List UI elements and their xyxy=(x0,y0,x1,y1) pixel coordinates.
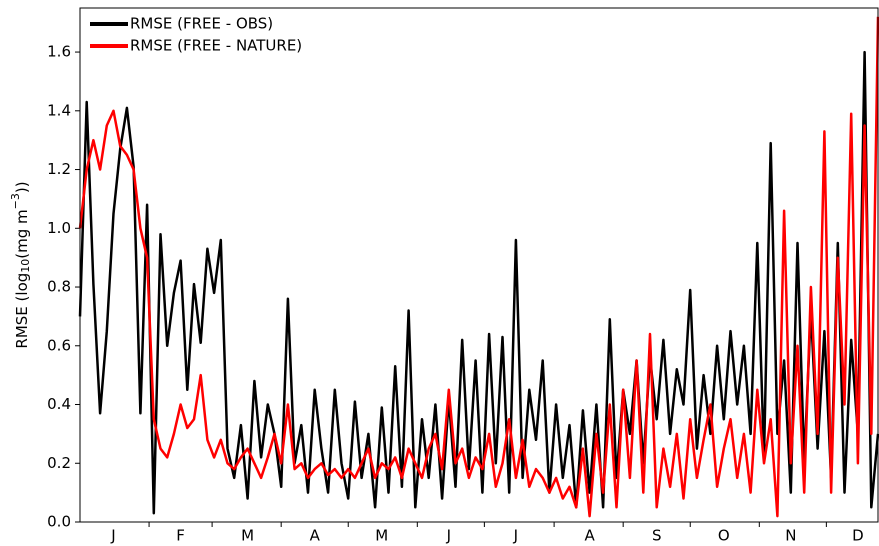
x-tick-label: F xyxy=(176,527,185,545)
x-tick-label: M xyxy=(241,527,254,545)
y-label-part: )) xyxy=(13,181,31,193)
y-label-part: −3 xyxy=(9,193,22,209)
x-tick-label: M xyxy=(375,527,388,545)
y-tick-label: 1.6 xyxy=(47,43,71,61)
y-tick-label: 0.8 xyxy=(47,278,71,296)
y-label-part: (mg m xyxy=(13,209,31,258)
x-tick-label: O xyxy=(718,527,730,545)
data-line xyxy=(78,50,879,515)
y-tick-label: 1.0 xyxy=(47,219,71,237)
x-tick-label: D xyxy=(852,527,864,545)
x-tick-label: A xyxy=(585,527,596,545)
legend-label: RMSE (FREE - OBS) xyxy=(130,15,273,33)
y-label-part: 10 xyxy=(19,259,32,273)
x-tick-label: J xyxy=(446,527,451,545)
legend-label: RMSE (FREE - NATURE) xyxy=(130,37,302,55)
x-tick-label: A xyxy=(310,527,321,545)
y-axis-label: RMSE (log10(mg m−3)) xyxy=(9,181,32,348)
y-tick-label: 1.4 xyxy=(47,101,71,119)
x-tick-label: J xyxy=(513,527,518,545)
y-tick-label: 0.6 xyxy=(47,336,71,354)
x-tick-label: N xyxy=(785,527,796,545)
y-label-part: RMSE (log xyxy=(13,273,31,349)
data-line xyxy=(78,16,879,518)
plot-frame xyxy=(79,7,879,523)
x-tick-label: J xyxy=(110,527,115,545)
y-tick-label: 1.2 xyxy=(47,160,71,178)
y-tick-label: 0.2 xyxy=(47,454,71,472)
x-tick-label: S xyxy=(652,527,662,545)
y-tick-label: 0.0 xyxy=(47,513,71,531)
y-tick-label: 0.4 xyxy=(47,395,71,413)
